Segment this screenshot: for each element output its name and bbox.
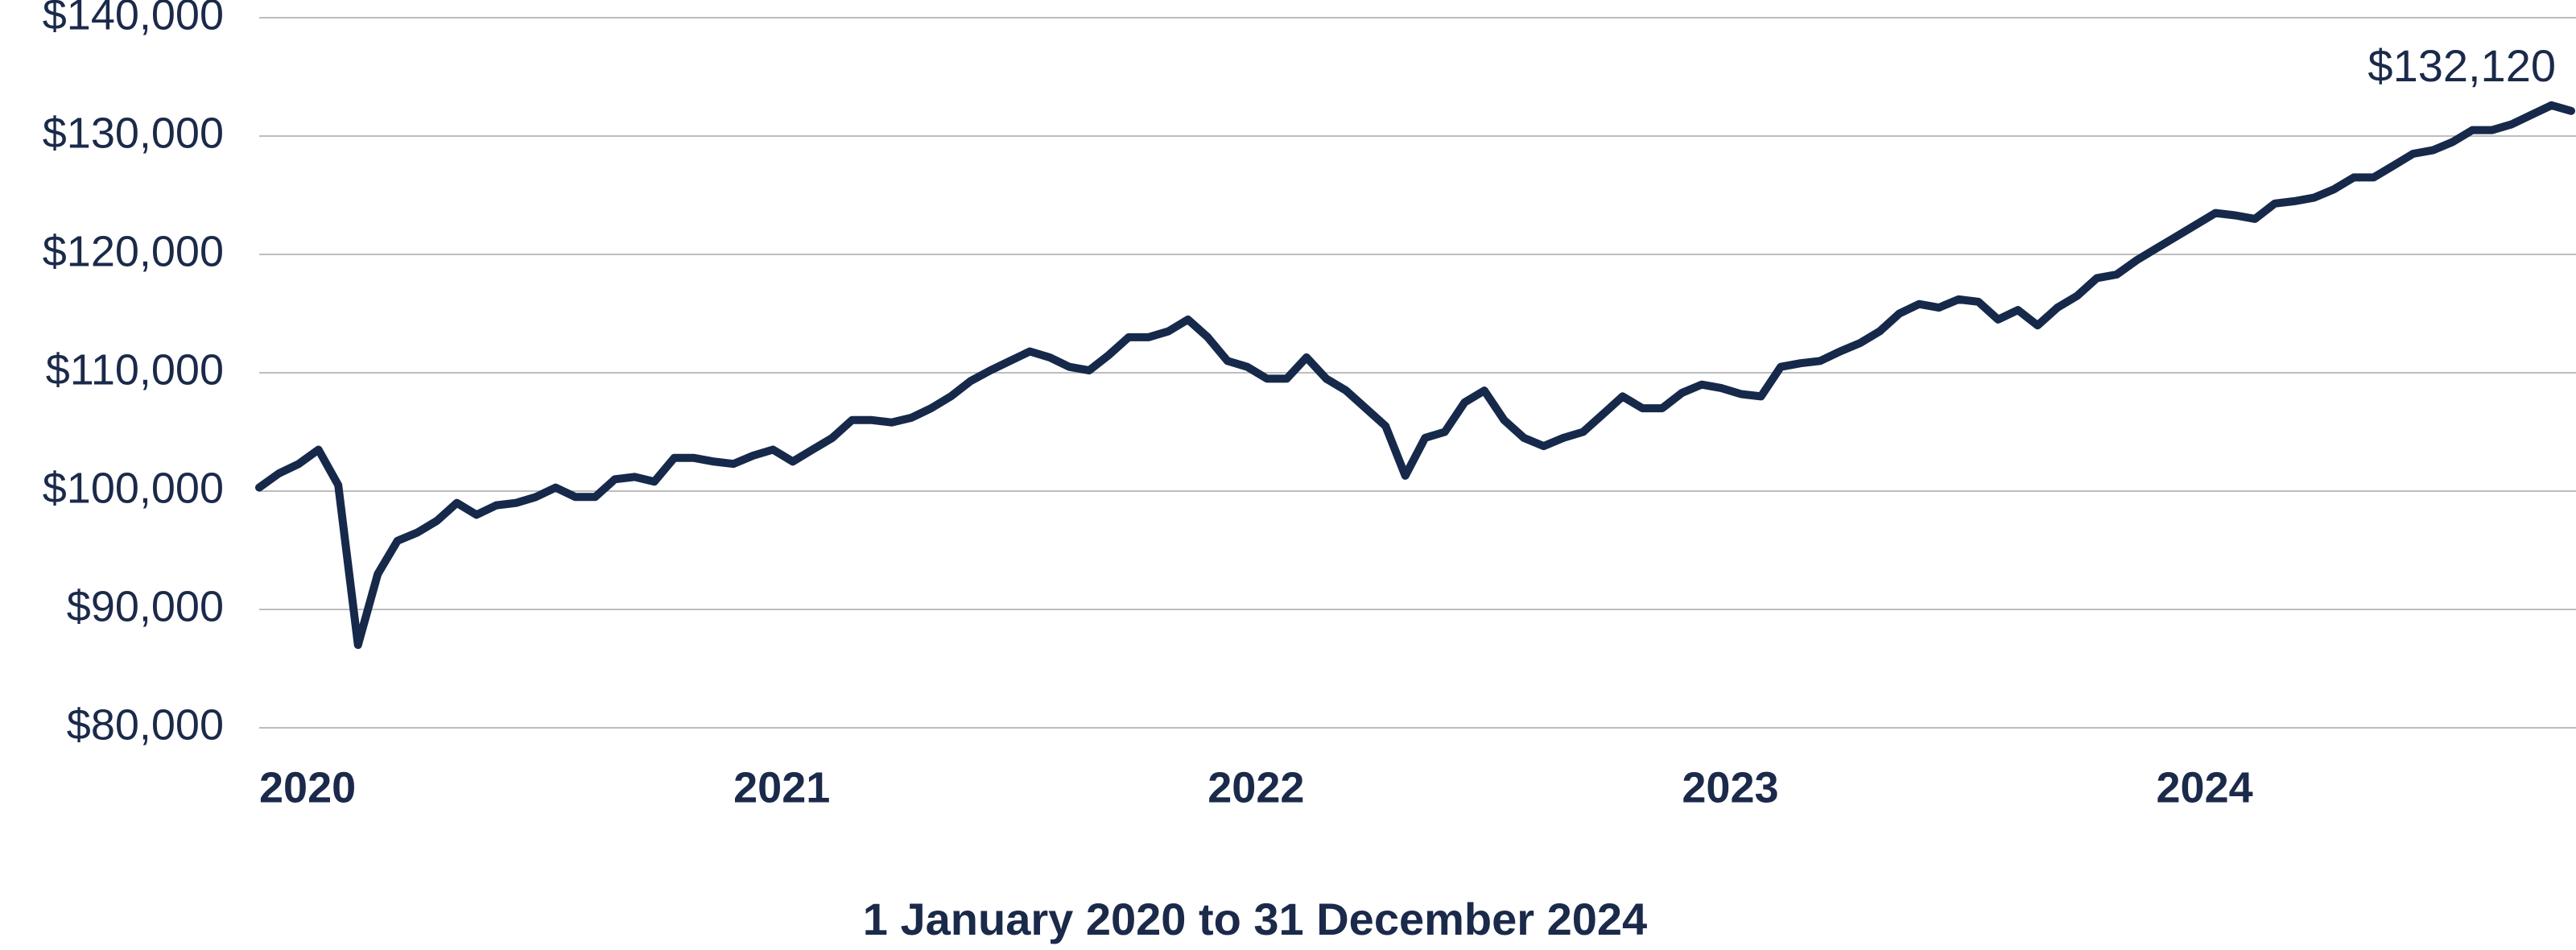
- x-tick-label: 2020: [259, 763, 356, 812]
- x-tick-label: 2022: [1208, 763, 1304, 812]
- annotation: $132,120: [2368, 40, 2556, 91]
- y-tick-label: $80,000: [67, 700, 224, 749]
- y-tick-label: $100,000: [43, 464, 224, 512]
- data-line: [255, 101, 2575, 650]
- x-tick-label: 2024: [2157, 763, 2253, 812]
- y-tick-label: $120,000: [43, 227, 224, 275]
- y-tick-label: $110,000: [46, 345, 224, 394]
- y-tick-label: $130,000: [43, 109, 224, 157]
- x-tick-label: 2023: [1682, 763, 1778, 812]
- x-axis-title: 1 January 2020 to 31 December 2024: [863, 894, 1647, 944]
- x-tick-label: 2021: [733, 763, 830, 812]
- y-tick-label: $140,000: [43, 0, 224, 39]
- y-tick-label: $90,000: [67, 582, 224, 630]
